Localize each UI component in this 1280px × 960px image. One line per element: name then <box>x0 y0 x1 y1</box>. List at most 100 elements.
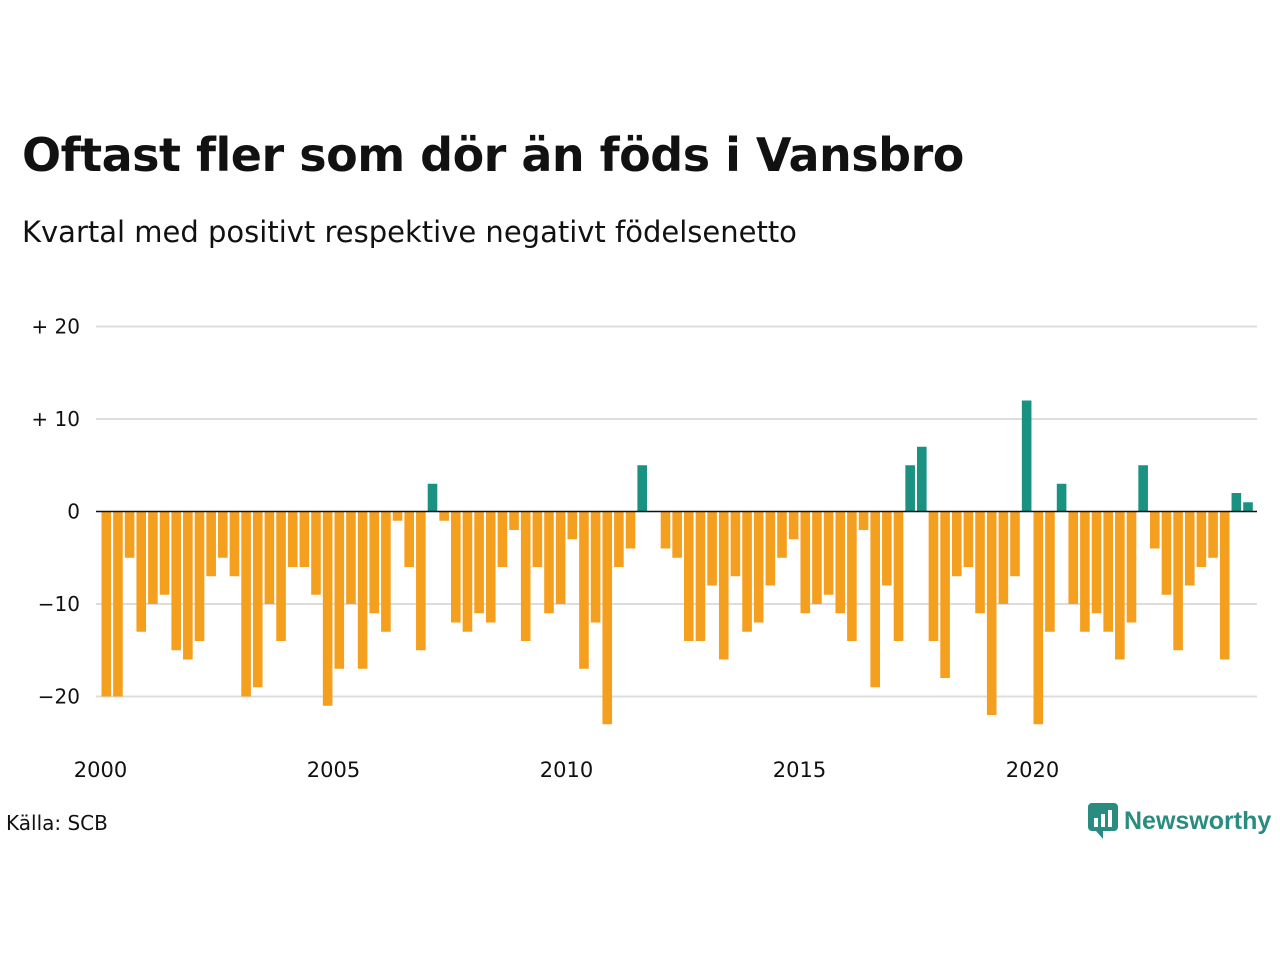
bar <box>427 483 438 512</box>
y-tick-label: 0 <box>67 500 80 524</box>
bar <box>1021 400 1032 512</box>
bar <box>1161 511 1172 595</box>
bar <box>555 511 566 604</box>
bar <box>823 511 834 595</box>
bar <box>765 511 776 586</box>
bar <box>369 511 380 614</box>
x-tick-label: 2000 <box>74 758 127 782</box>
bar <box>858 511 869 530</box>
bar <box>684 511 694 641</box>
bar <box>882 511 892 586</box>
bar <box>637 465 647 512</box>
bar <box>870 511 880 688</box>
bar <box>439 511 449 521</box>
bar <box>159 511 170 595</box>
bar <box>707 511 717 586</box>
bar <box>847 511 857 641</box>
bar <box>451 511 461 623</box>
bar <box>1010 511 1020 577</box>
bar <box>392 511 403 521</box>
bar <box>1219 511 1230 660</box>
bar <box>299 511 310 567</box>
bar <box>940 511 950 678</box>
bar <box>311 511 321 595</box>
x-tick-label: 2005 <box>307 758 360 782</box>
x-tick-label: 2010 <box>540 758 593 782</box>
bar <box>753 511 764 623</box>
bar <box>660 511 671 549</box>
bar <box>183 511 193 660</box>
bar <box>718 511 729 660</box>
bar <box>730 511 741 577</box>
bar <box>1196 511 1207 567</box>
bar <box>252 511 263 688</box>
bar <box>1080 511 1090 632</box>
chart-title: Oftast fler som dör än föds i Vansbro <box>22 128 964 182</box>
bar <box>509 511 519 530</box>
bar-chart: + 20 + 10 0 −10 −20 2000 2005 2010 2015 2020 <box>31 315 1257 782</box>
bar <box>579 511 589 669</box>
bar <box>287 511 298 567</box>
bar <box>474 511 484 614</box>
bar <box>893 511 904 641</box>
x-tick-label: 2020 <box>1006 758 1059 782</box>
bar <box>1091 511 1102 614</box>
bar <box>742 511 752 632</box>
brand-logo: Newsworthy <box>1088 803 1271 839</box>
brand-name: Newsworthy <box>1124 806 1272 835</box>
bar <box>812 511 822 604</box>
bar <box>800 511 811 614</box>
bar <box>1231 493 1242 512</box>
bar <box>1126 511 1137 623</box>
bar <box>346 511 356 604</box>
bar <box>113 511 123 697</box>
bar <box>1173 511 1183 651</box>
bar <box>544 511 554 614</box>
bar <box>276 511 286 641</box>
bar <box>1208 511 1218 558</box>
gridlines <box>96 325 1257 698</box>
x-axis-ticks: 2000 2005 2010 2015 2020 <box>74 758 1059 782</box>
bar <box>416 511 426 651</box>
bar <box>404 511 414 567</box>
bar <box>951 511 962 577</box>
y-axis-ticks: + 20 + 10 0 −10 −20 <box>31 315 80 709</box>
bar <box>590 511 601 623</box>
bar <box>1138 465 1148 512</box>
bar <box>229 511 240 577</box>
bar <box>101 511 112 697</box>
bar <box>1033 511 1044 725</box>
bar <box>206 511 216 577</box>
y-tick-label: + 10 <box>31 407 80 431</box>
bar <box>520 511 531 641</box>
bar <box>695 511 706 641</box>
bar <box>1103 511 1113 632</box>
bar <box>334 511 345 669</box>
bar <box>322 511 333 706</box>
bar <box>963 511 974 567</box>
chart-subtitle: Kvartal med positivt respektive negativt… <box>22 215 797 249</box>
x-tick-label: 2015 <box>773 758 826 782</box>
bar <box>462 511 473 632</box>
bar <box>1115 511 1125 660</box>
bar <box>264 511 275 604</box>
bar <box>567 511 578 540</box>
bar <box>672 511 682 558</box>
bar <box>194 511 205 641</box>
bar <box>998 511 1009 604</box>
y-tick-label: −10 <box>38 592 80 616</box>
bar <box>928 511 939 641</box>
bar <box>485 511 496 623</box>
y-tick-label: −20 <box>38 685 80 709</box>
bar <box>917 446 927 512</box>
bar <box>602 511 613 725</box>
bar <box>218 511 228 558</box>
bar <box>1045 511 1055 632</box>
bar <box>1150 511 1160 549</box>
source-note: Källa: SCB <box>6 811 108 835</box>
bar <box>1056 483 1067 512</box>
bar <box>835 511 846 614</box>
bar <box>905 465 915 512</box>
bar <box>148 511 158 604</box>
bar <box>1068 511 1079 604</box>
